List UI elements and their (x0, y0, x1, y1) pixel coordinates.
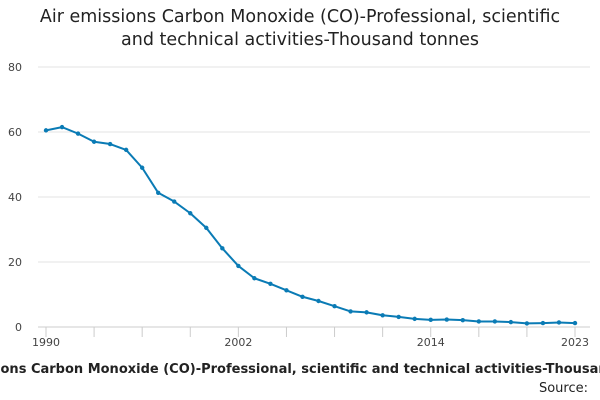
data-point-2021 (540, 320, 546, 326)
data-point-2009 (348, 309, 353, 314)
data-point-2023 (572, 320, 578, 326)
y-tick-label-0: 0 (15, 321, 22, 334)
data-point-2019 (508, 319, 514, 325)
data-point-2005 (284, 288, 289, 293)
data-point-2017 (476, 319, 482, 324)
data-point-1990 (43, 128, 49, 133)
x-tick-label-1990: 1990 (32, 336, 60, 349)
data-point-2010 (364, 310, 369, 315)
data-point-2013 (412, 316, 417, 322)
data-point-2004 (268, 281, 273, 286)
data-point-1998 (172, 199, 177, 204)
data-point-2011 (380, 313, 385, 318)
data-point-2007 (316, 298, 321, 304)
data-point-1997 (156, 190, 161, 195)
data-point-2022 (556, 320, 562, 325)
y-tick-label-20: 20 (8, 256, 22, 269)
data-point-2000 (204, 225, 209, 231)
data-point-1999 (188, 211, 193, 216)
chart-title-line-2: and technical activities-Thousand tonnes (121, 30, 479, 50)
x-tick-label-2002: 2002 (224, 336, 252, 349)
y-tick-label-80: 80 (8, 61, 22, 74)
data-point-2016 (460, 317, 465, 323)
x-tick-label-2023: 2023 (561, 336, 589, 349)
data-point-1996 (139, 165, 145, 170)
data-point-2001 (220, 246, 225, 251)
data-point-2003 (252, 276, 257, 281)
data-point-2008 (332, 304, 337, 309)
chart-title-line-1: Air emissions Carbon Monoxide (CO)-Profe… (39, 7, 561, 27)
data-point-2002 (236, 263, 241, 269)
data-point-2006 (300, 294, 305, 299)
data-point-2012 (396, 314, 401, 320)
data-point-2014 (428, 317, 433, 323)
data-point-2020 (524, 321, 530, 326)
data-point-1995 (123, 147, 129, 153)
data-point-1992 (75, 131, 81, 136)
chart-caption: Air emissions Carbon Monoxide (CO)-Profe… (0, 362, 600, 377)
y-tick-label-40: 40 (8, 191, 22, 204)
source-label: Source: (538, 381, 588, 396)
x-tick-label-2014: 2014 (417, 336, 445, 349)
data-point-2018 (492, 319, 498, 324)
data-point-1991 (59, 124, 65, 130)
chart-title: Air emissions Carbon Monoxide (CO)-Profe… (0, 6, 600, 52)
chart-caption-container: Air emissions Carbon Monoxide (CO)-Profe… (0, 362, 600, 382)
data-point-2015 (444, 317, 449, 322)
y-tick-label-60: 60 (8, 126, 22, 139)
data-point-1993 (91, 139, 97, 144)
series-line-0 (45, 126, 576, 325)
data-point-1994 (107, 141, 113, 147)
